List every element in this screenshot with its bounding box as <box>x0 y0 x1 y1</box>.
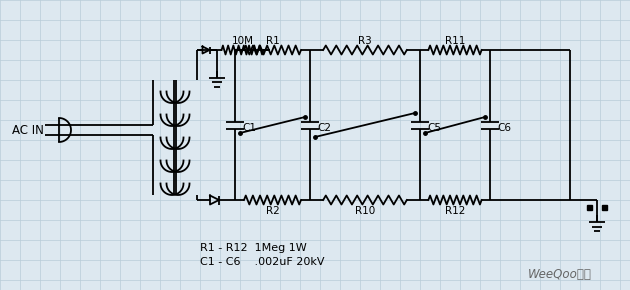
Text: R11: R11 <box>445 36 465 46</box>
Text: R3: R3 <box>358 36 372 46</box>
Text: R10: R10 <box>355 206 375 216</box>
Text: AC IN: AC IN <box>12 124 44 137</box>
Text: C1: C1 <box>242 123 256 133</box>
Text: R1 - R12  1Meg 1W: R1 - R12 1Meg 1W <box>200 243 307 253</box>
Bar <box>587 205 592 210</box>
Text: C1 - C6    .002uF 20kV: C1 - C6 .002uF 20kV <box>200 257 324 267</box>
Text: C5: C5 <box>427 123 441 133</box>
Text: C6: C6 <box>497 123 511 133</box>
Text: R1: R1 <box>266 36 279 46</box>
Text: R12: R12 <box>445 206 465 216</box>
Text: R2: R2 <box>266 206 279 216</box>
Text: 10M: 10M <box>231 36 253 46</box>
Bar <box>602 205 607 210</box>
Text: C2: C2 <box>317 123 331 133</box>
Text: WeeQoo维库: WeeQoo维库 <box>528 269 592 282</box>
